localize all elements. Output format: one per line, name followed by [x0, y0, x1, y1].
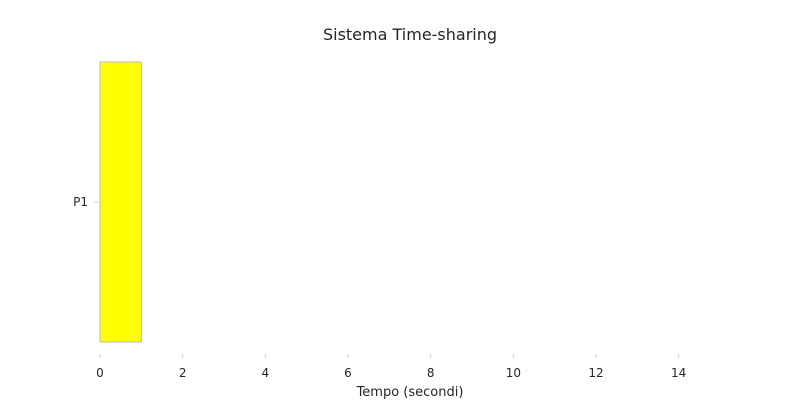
x-tick-label: 2	[179, 366, 187, 380]
chart-title: Sistema Time-sharing	[323, 25, 497, 44]
x-tick-label: 0	[96, 366, 104, 380]
bars-layer	[99, 61, 142, 343]
x-tick-label: 12	[588, 366, 603, 380]
bar-p1-0	[99, 61, 142, 343]
x-tick-label: 4	[262, 366, 270, 380]
x-tick-label: 6	[344, 366, 352, 380]
x-tick-label: 8	[427, 366, 435, 380]
y-axis: P1	[73, 195, 98, 209]
x-tick-label: 14	[671, 366, 686, 380]
x-tick-label: 10	[506, 366, 521, 380]
y-tick-label: P1	[73, 195, 88, 209]
x-axis: 0 2 4 6 8 10 12 14	[96, 354, 686, 380]
x-axis-label: Tempo (secondi)	[356, 385, 464, 400]
